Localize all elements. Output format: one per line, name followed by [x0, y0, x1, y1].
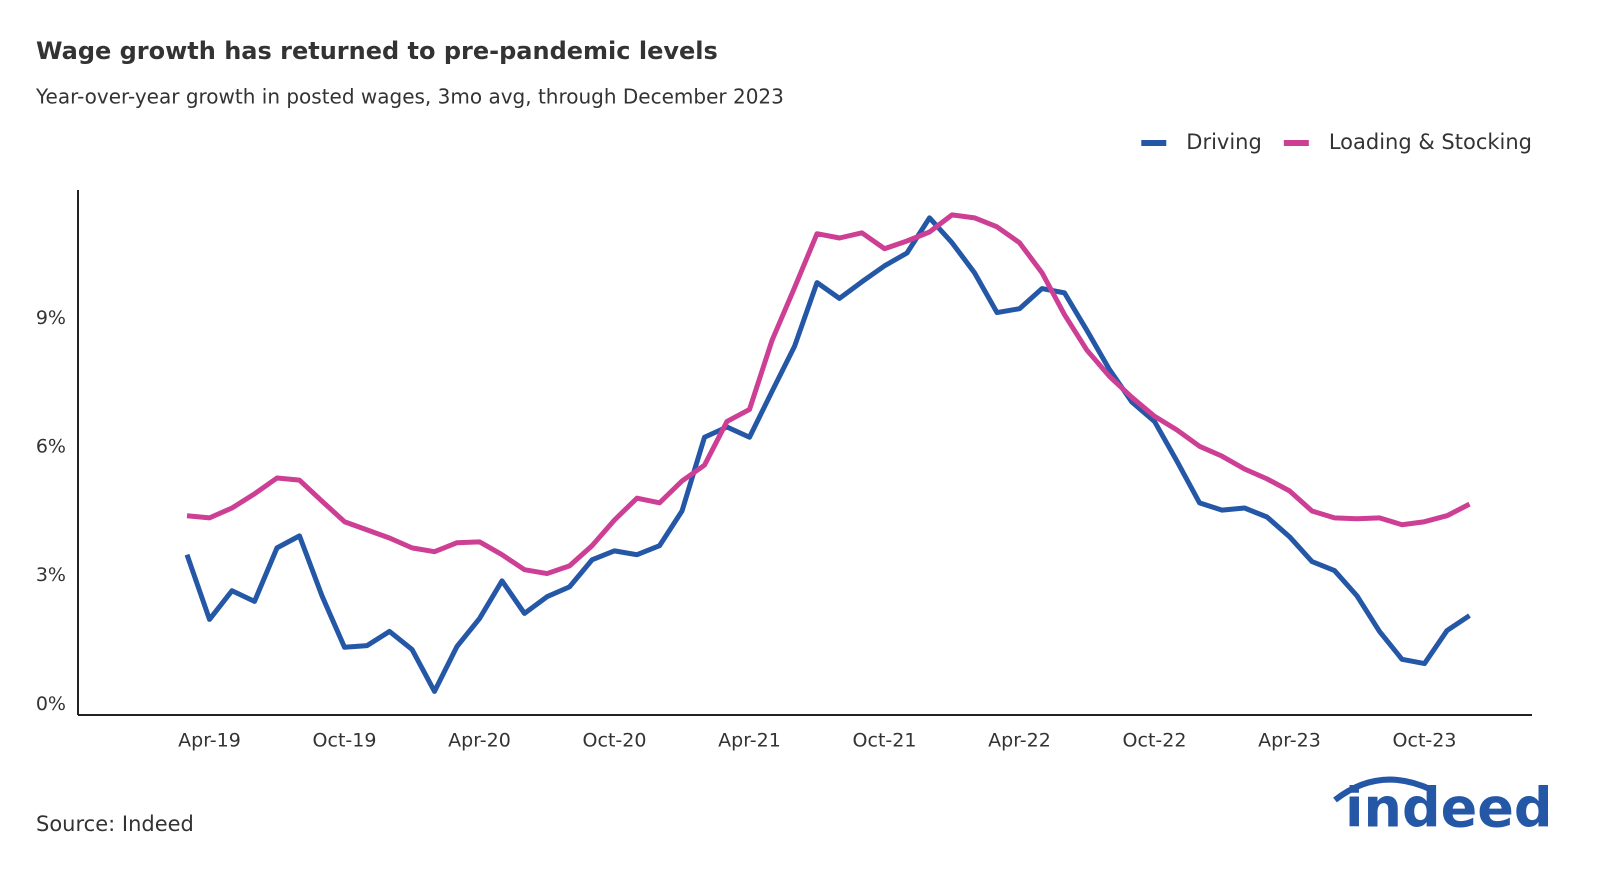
- y-tick-label: 6%: [36, 436, 66, 458]
- source: Source: Indeed: [36, 812, 194, 836]
- logo: indeed: [1345, 777, 1553, 840]
- y-tick-label: 0%: [36, 693, 66, 715]
- y-tick-label: 3%: [36, 564, 66, 586]
- x-tick-label: Oct-19: [313, 730, 377, 752]
- x-tick-label: Apr-23: [1258, 730, 1321, 752]
- x-tick-label: Apr-19: [178, 730, 241, 752]
- chart-subtitle: Year-over-year growth in posted wages, 3…: [35, 85, 784, 109]
- x-tick-label: Oct-22: [1123, 730, 1187, 752]
- y-tick-label: 9%: [36, 307, 66, 329]
- legend-label: Loading & Stocking: [1329, 130, 1532, 154]
- chart-title: Wage growth has returned to pre-pandemic…: [36, 37, 718, 65]
- legend-label: Driving: [1186, 130, 1262, 154]
- x-tick-label: Oct-21: [853, 730, 917, 752]
- x-tick-label: Oct-23: [1393, 730, 1457, 752]
- x-tick-label: Apr-22: [988, 730, 1051, 752]
- logo-arc: [1333, 776, 1434, 803]
- x-tick-label: Apr-21: [718, 730, 781, 752]
- series-line: [186, 212, 1471, 577]
- series-line: [184, 215, 1471, 694]
- x-tick-label: Oct-20: [583, 730, 647, 752]
- x-tick-label: Apr-20: [448, 730, 511, 752]
